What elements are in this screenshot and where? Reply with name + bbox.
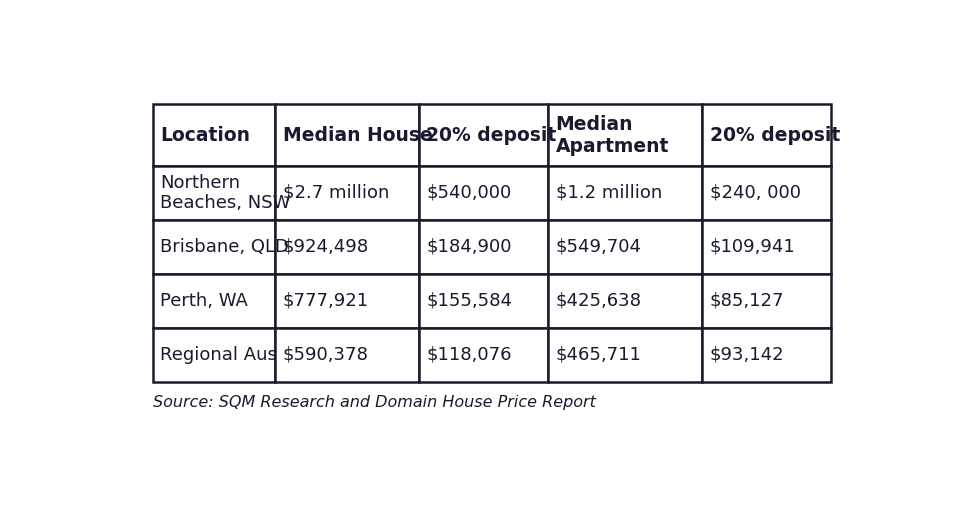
Text: $184,900: $184,900 (426, 238, 512, 256)
Bar (702, 220, 831, 274)
Bar (419, 104, 548, 166)
Bar (275, 166, 419, 220)
Bar (548, 328, 702, 382)
Bar (419, 220, 548, 274)
Text: $85,127: $85,127 (709, 292, 784, 310)
Bar (153, 220, 275, 274)
Text: $109,941: $109,941 (709, 238, 796, 256)
Text: $1.2 million: $1.2 million (556, 184, 662, 202)
Text: Source: SQM Research and Domain House Price Report: Source: SQM Research and Domain House Pr… (153, 394, 595, 409)
Text: Location: Location (160, 126, 251, 145)
Text: Median House: Median House (283, 126, 433, 145)
Bar (275, 328, 419, 382)
Bar (275, 104, 419, 166)
Text: Brisbane, QLD: Brisbane, QLD (160, 238, 289, 256)
Text: $93,142: $93,142 (709, 346, 784, 363)
Bar (548, 220, 702, 274)
Text: $465,711: $465,711 (556, 346, 641, 363)
Text: Perth, WA: Perth, WA (160, 292, 249, 310)
Bar (702, 104, 831, 166)
Text: $590,378: $590,378 (283, 346, 369, 363)
Bar (548, 104, 702, 166)
Bar (419, 328, 548, 382)
Bar (153, 166, 275, 220)
Text: $549,704: $549,704 (556, 238, 641, 256)
Text: $155,584: $155,584 (426, 292, 513, 310)
Bar (702, 328, 831, 382)
Bar (153, 274, 275, 328)
Bar (153, 328, 275, 382)
Text: $118,076: $118,076 (426, 346, 512, 363)
Text: Median
Apartment: Median Apartment (556, 115, 669, 156)
Text: Regional Aus: Regional Aus (160, 346, 277, 363)
Bar (702, 166, 831, 220)
Bar (275, 274, 419, 328)
Bar (275, 220, 419, 274)
Text: $240, 000: $240, 000 (709, 184, 801, 202)
Text: $540,000: $540,000 (426, 184, 512, 202)
Text: 20% deposit: 20% deposit (426, 126, 557, 145)
Bar (153, 104, 275, 166)
Text: $425,638: $425,638 (556, 292, 641, 310)
Bar (702, 274, 831, 328)
Bar (548, 274, 702, 328)
Text: Northern
Beaches, NSW: Northern Beaches, NSW (160, 174, 291, 212)
Bar (419, 274, 548, 328)
Bar (548, 166, 702, 220)
Text: $777,921: $777,921 (283, 292, 369, 310)
Text: $2.7 million: $2.7 million (283, 184, 389, 202)
Text: 20% deposit: 20% deposit (709, 126, 840, 145)
Bar (419, 166, 548, 220)
Text: $924,498: $924,498 (283, 238, 369, 256)
